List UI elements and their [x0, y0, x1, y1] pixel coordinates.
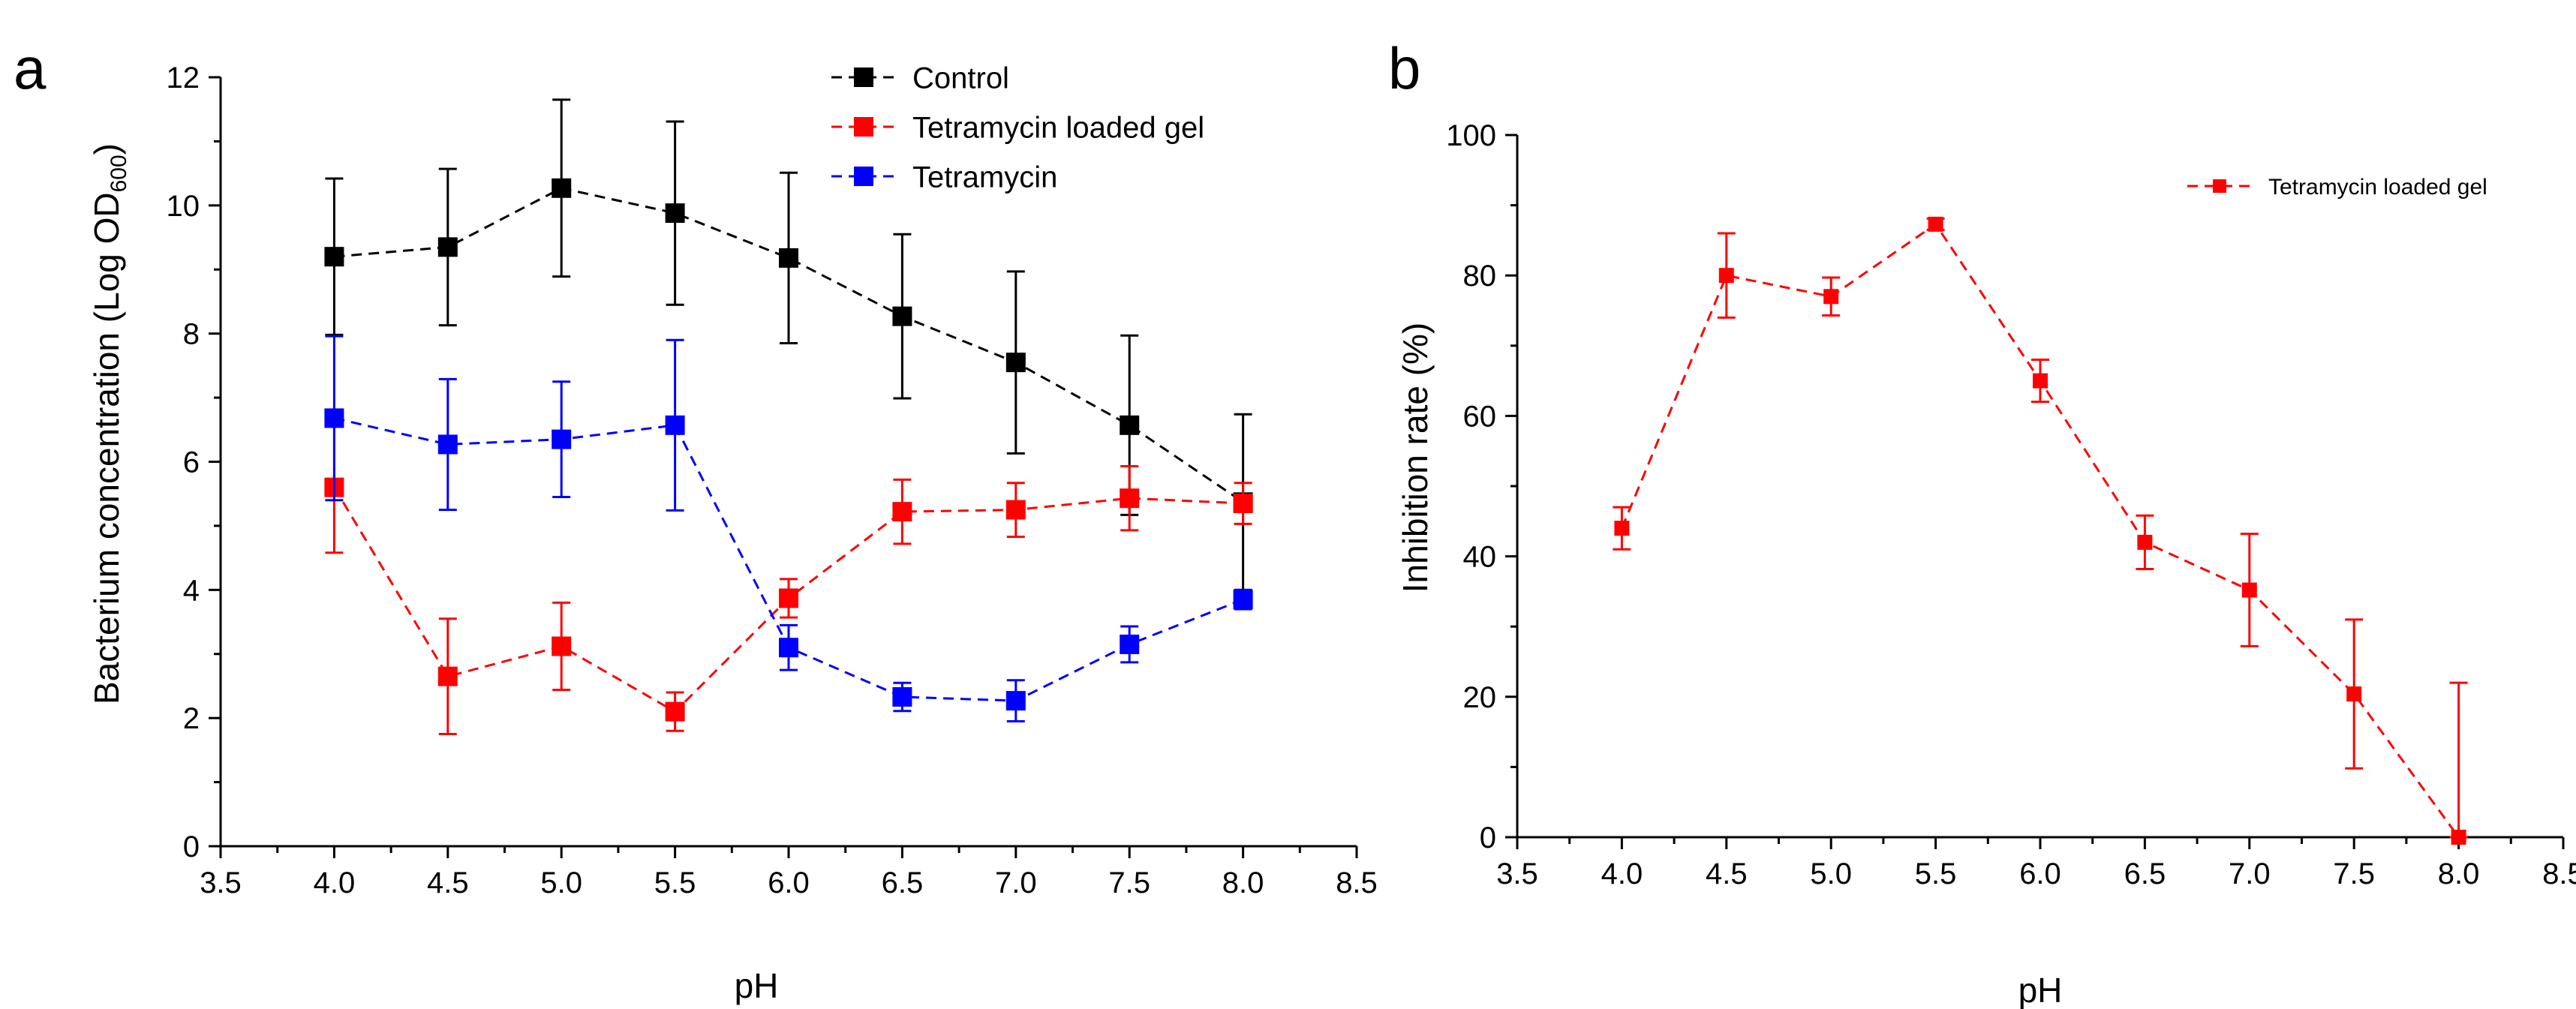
panel-b-series-tetramycin-loaded-gel-point: [2451, 830, 2466, 845]
panel-a-series-tetramycin-point: [552, 429, 572, 449]
panel-b-series-tetramycin-loaded-gel-point: [1614, 521, 1630, 536]
panel-a-x-tick-label: 6.0: [768, 866, 810, 899]
panel-b-label: b: [1388, 35, 1420, 101]
panel-a-legend-marker: [854, 167, 873, 186]
panel-a-y-axis-title-subscript: 600: [107, 155, 131, 192]
panel-a-series-tetramycin-loaded-gel-point: [665, 701, 685, 722]
panel-a-x-tick-label: 8.0: [1222, 866, 1264, 899]
panel-a-y-tick-label: 2: [183, 702, 200, 735]
panel-a-series-control-point: [1005, 353, 1026, 373]
panel-a-x-tick-label: 7.5: [1108, 866, 1150, 899]
panel-b-x-tick-label: 6.0: [2019, 857, 2061, 890]
panel-b-y-tick-label: 60: [1463, 400, 1497, 433]
panel-a-x-tick-label: 8.5: [1336, 866, 1378, 899]
panel-a-x-axis-title: pH: [735, 966, 779, 1005]
panel-a-y-tick-label: 4: [183, 574, 200, 607]
panel-a-series-tetramycin-point: [1233, 590, 1253, 610]
panel-b-x-tick-label: 6.5: [2124, 857, 2166, 890]
panel-a-series-tetramycin-point: [1005, 691, 1026, 711]
panel-a-y-tick-label: 0: [183, 830, 200, 863]
panel-a: a Bacterium concentration (Log OD600) pH…: [14, 35, 1378, 1005]
panel-a-series-control-line: [334, 187, 1244, 503]
panel-b-legend-entry: Tetramycin loaded gel: [2187, 175, 2487, 200]
panel-a-series-tetramycin-point: [665, 415, 685, 435]
panel-a-series-tetramycin-loaded-gel-point: [1233, 494, 1253, 514]
panel-a-series-tetramycin-point: [324, 408, 344, 428]
panel-b-x-tick-label: 4.5: [1706, 857, 1748, 890]
panel-b-x-tick-label: 4.0: [1601, 857, 1643, 890]
panel-b-y-tick-label: 0: [1480, 821, 1496, 854]
panel-a-series-control-point: [437, 237, 458, 257]
panel-b-x-tick-label: 5.0: [1810, 857, 1852, 890]
panel-b-x-tick-label: 7.5: [2333, 857, 2375, 890]
panel-a-y-axis-title-main: Bacterium concentration (Log OD: [87, 192, 126, 704]
panel-a-series-control-point: [1120, 415, 1140, 435]
panel-b-series-tetramycin-loaded-gel-point: [1823, 289, 1839, 305]
panel-a-series-tetramycin-point: [892, 686, 912, 707]
panel-a-x-tick-label: 3.5: [200, 866, 242, 899]
panel-a-x-tick-label: 6.5: [882, 866, 924, 899]
panel-a-label: a: [14, 35, 47, 101]
panel-b-series-tetramycin-loaded-gel-point: [2241, 582, 2257, 598]
panel-a-series-tetramycin-point: [779, 638, 798, 658]
panel-a-series-control: [324, 98, 1253, 591]
panel-a-series-tetramycin-loaded-gel-point: [892, 502, 912, 522]
panel-a-series-tetramycin: [324, 335, 1253, 722]
panel-b-legend-label: Tetramycin loaded gel: [2268, 175, 2487, 200]
panel-b-x-tick-label: 8.5: [2542, 857, 2576, 890]
panel-b-legend-marker: [2213, 179, 2226, 193]
panel-a-series-tetramycin-point: [1120, 634, 1140, 654]
panel-b-series-tetramycin-loaded-gel-point: [2033, 373, 2048, 389]
panel-a-series-tetramycin-point: [437, 434, 458, 455]
panel-a-series-tetramycin-loaded-gel-point: [437, 666, 458, 686]
panel-a-series-control-point: [552, 178, 572, 198]
panel-a-x-tick-label: 5.0: [540, 866, 582, 899]
panel-a-series-control-point: [324, 247, 344, 267]
panel-a-series-tetramycin-loaded-gel-point: [1005, 500, 1026, 520]
panel-b: b Inhibition rate (%) pH 3.5 4.0 4.5 5.0 5.5…: [1388, 35, 2576, 1009]
panel-a-legend-label: Tetramycin loaded gel: [912, 111, 1204, 144]
panel-b-series-tetramycin-loaded-gel-point: [1718, 268, 1734, 284]
panel-a-legend-label: Tetramycin: [912, 161, 1057, 194]
panel-a-series-tetramycin-loaded-gel: [324, 421, 1253, 736]
panel-a-y-axis-title-close: ): [87, 143, 126, 155]
panel-b-x-tick-label: 5.5: [1915, 857, 1957, 890]
panel-a-x-tick-label: 5.5: [654, 866, 696, 899]
panel-b-series-tetramycin-loaded-gel-line: [1621, 222, 2460, 838]
panel-a-series-tetramycin-loaded-gel-point: [1120, 488, 1140, 509]
panel-a-legend-marker: [854, 68, 873, 87]
panel-b-y-tick-label: 100: [1446, 119, 1496, 152]
panel-a-y-tick-label: 6: [183, 446, 200, 479]
panel-b-x-tick-label: 3.5: [1496, 857, 1538, 890]
panel-a-series-control-point: [665, 203, 685, 224]
panel-a-x-tick-label: 4.5: [427, 866, 469, 899]
panel-a-series-control-point: [892, 306, 912, 326]
panel-b-series-tetramycin-loaded-gel-point: [1928, 216, 1943, 232]
panel-b-y-tick-label: 20: [1463, 681, 1497, 714]
panel-a-y-tick-label: 8: [183, 318, 200, 351]
panel-a-legend-entry: Control: [831, 62, 1009, 95]
panel-b-x-tick-label: 8.0: [2438, 857, 2480, 890]
panel-b-y-axis-title: Inhibition rate (%): [1396, 323, 1435, 593]
panel-a-x-tick-label: 4.0: [314, 866, 356, 899]
panel-b-series-tetramycin-loaded-gel: [1613, 216, 2468, 845]
panel-a-y-axis-title: Bacterium concentration (Log OD600): [87, 143, 131, 704]
panel-a-legend-entry: Tetramycin loaded gel: [831, 111, 1204, 144]
panel-b-x-axis-title: pH: [2018, 971, 2063, 1009]
panel-a-series-tetramycin-loaded-gel-point: [552, 636, 572, 656]
panel-b-x-tick-label: 7.0: [2229, 857, 2271, 890]
panel-b-series-tetramycin-loaded-gel-point: [2346, 686, 2362, 702]
panel-b-y-tick-label: 80: [1463, 260, 1497, 293]
panel-a-series-control-point: [779, 248, 798, 268]
panel-a-series-tetramycin-loaded-gel-point: [779, 588, 798, 608]
panel-a-legend-entry: Tetramycin: [831, 161, 1057, 194]
panel-b-series-tetramycin-loaded-gel-point: [2137, 534, 2153, 550]
panel-a-legend-label: Control: [912, 62, 1009, 95]
panel-b-y-tick-label: 40: [1463, 541, 1497, 574]
panel-a-x-tick-label: 7.0: [995, 866, 1037, 899]
panel-a-y-tick-label: 12: [167, 62, 200, 95]
panel-a-y-tick-label: 10: [167, 190, 200, 223]
panel-a-legend-marker: [854, 117, 873, 137]
